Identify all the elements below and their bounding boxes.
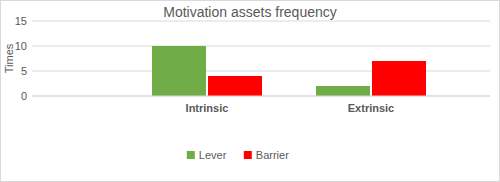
grid-line (32, 21, 490, 22)
chart-border (1, 1, 500, 182)
title: Motivation assets frequency (163, 4, 337, 20)
grid-line (32, 46, 490, 47)
y-axis-label: Times (3, 43, 15, 73)
y-tick-label: 15 (15, 15, 27, 27)
chart-container: Motivation assets frequency Times 0 5 10 15 In… (0, 0, 500, 182)
bar (208, 76, 262, 96)
x-tick-label: Intrinsic (186, 102, 229, 114)
grid-line (32, 96, 490, 97)
chart-svg: Motivation assets frequency Times 0 5 10 15 In… (0, 0, 500, 182)
legend-label: Lever (199, 149, 227, 161)
bar (372, 61, 426, 96)
x-axis-line (32, 96, 490, 97)
x-tick-label: Extrinsic (348, 102, 394, 114)
legend-label: Barrier (256, 149, 289, 161)
legend-swatch (187, 151, 195, 159)
bar (152, 46, 206, 96)
y-tick-label: 5 (21, 65, 27, 77)
legend: Lever Barrier (187, 149, 289, 161)
y-tick-label: 10 (15, 40, 27, 52)
bars (152, 46, 426, 96)
legend-swatch (244, 151, 252, 159)
y-tick-label: 0 (21, 90, 27, 102)
bar (316, 86, 370, 96)
